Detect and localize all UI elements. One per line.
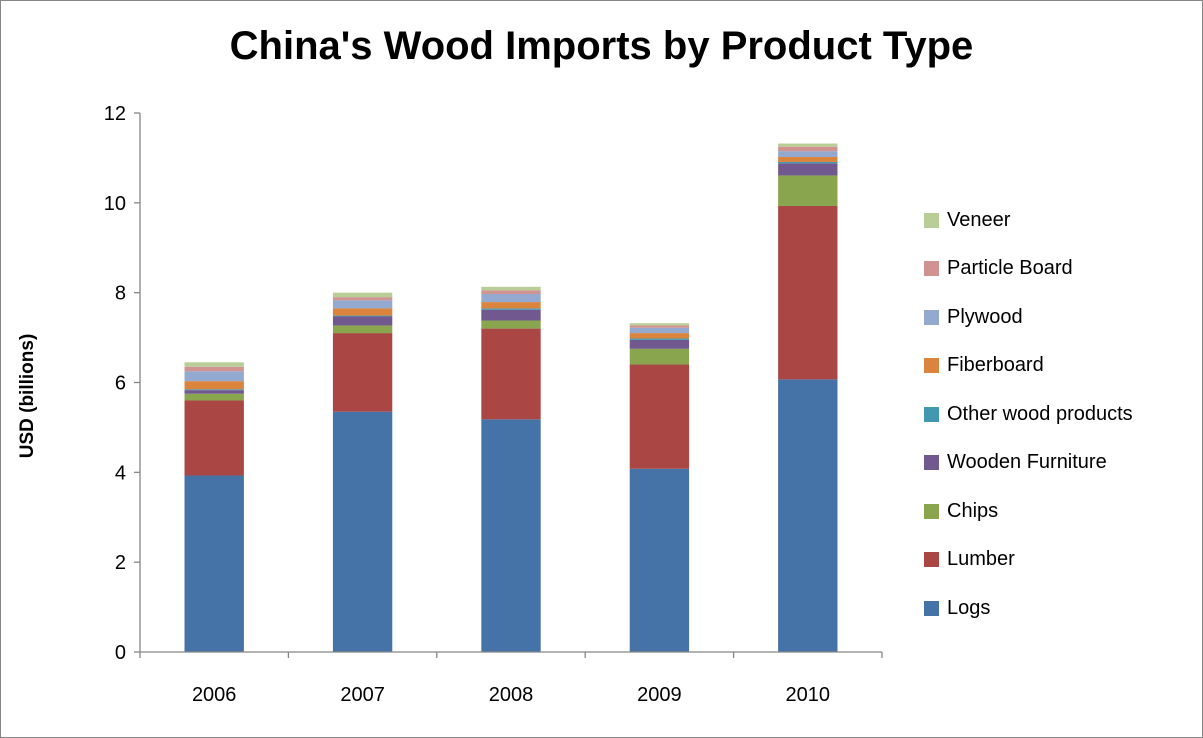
bar-segment-wooden-furniture-2008 [481,309,541,321]
bar-segment-fiberboard-2006 [184,381,244,390]
x-tick-label: 2007 [340,684,385,706]
bar-segment-fiberboard-2009 [629,333,690,339]
bar-segment-logs-2009 [629,468,690,652]
bar-stacks [184,143,838,652]
chart-legend: Veneer Particle Board Plywood Fiberboard Oth… [924,196,1133,633]
legend-item: Lumber [924,536,1133,585]
legend-item: Plywood [924,293,1133,342]
legend-item: Chips [924,487,1133,536]
legend-label: Plywood [947,305,1023,328]
bar-segment-plywood-2008 [481,294,541,303]
bar-segment-veneer-2010 [778,143,838,147]
legend-item: Particle Board [924,245,1133,294]
y-tick-label: 0 [115,642,126,664]
bar-segment-chips-2007 [332,325,393,334]
bar-segment-particle-board-2006 [184,366,244,372]
bar-segment-fiberboard-2008 [481,302,541,309]
legend-swatch [924,261,939,277]
y-tick-label: 2 [115,552,126,574]
bar-segment-other-wood-products-2010 [778,161,838,164]
bar-segment-wooden-furniture-2007 [332,316,393,326]
legend-item: Veneer [924,196,1133,245]
bar-segment-particle-board-2008 [481,290,541,295]
bar-segment-lumber-2008 [481,328,541,420]
legend-swatch [924,600,939,616]
legend-item: Wooden Furniture [924,439,1133,488]
y-tick-label: 10 [104,193,126,215]
bar-segment-wooden-furniture-2006 [184,390,244,394]
legend-item: Logs [924,584,1133,633]
bar-segment-wooden-furniture-2009 [629,339,690,349]
bar-segment-plywood-2009 [629,327,690,334]
y-axis-ticks: 0 2 4 6 8 10 12 [104,103,140,664]
bar-segment-other-wood-products-2007 [332,315,393,317]
bar-segment-plywood-2010 [778,151,838,158]
x-axis-ticks: 2006 2007 2008 2009 2010 [139,652,883,706]
bar-segment-lumber-2007 [332,333,393,412]
bar-segment-plywood-2006 [184,371,244,382]
chart-title: China's Wood Imports by Product Type [229,24,974,68]
bar-segment-veneer-2007 [332,292,393,298]
legend-swatch [924,503,939,519]
bar-segment-logs-2010 [778,379,838,652]
bar-segment-logs-2008 [481,419,541,652]
bar-segment-veneer-2008 [481,286,541,291]
legend-label: Other wood products [947,402,1133,425]
bar-segment-logs-2006 [184,475,244,652]
bar-segment-lumber-2009 [629,364,690,469]
bar-segment-chips-2008 [481,320,541,329]
bar-segment-chips-2009 [629,348,690,365]
bar-segment-plywood-2007 [332,300,393,309]
bar-segment-other-wood-products-2009 [629,338,690,340]
legend-item: Other wood products [924,390,1133,439]
bar-segment-other-wood-products-2008 [481,308,541,310]
x-tick-label: 2008 [489,684,534,706]
legend-swatch [924,552,939,568]
bar-segment-lumber-2006 [184,400,244,476]
legend-item: Fiberboard [924,342,1133,391]
legend-swatch [924,358,939,374]
legend-swatch [924,455,939,471]
legend-label: Veneer [947,208,1011,231]
x-tick-label: 2009 [637,684,682,706]
bar-segment-wooden-furniture-2010 [778,163,838,176]
bar-segment-veneer-2006 [184,362,244,367]
legend-label: Chips [947,499,999,522]
legend-label: Logs [947,596,991,619]
legend-label: Particle Board [947,257,1073,280]
y-tick-label: 4 [115,462,126,484]
legend-swatch [924,309,939,325]
bar-segment-other-wood-products-2006 [184,389,244,391]
bar-segment-logs-2007 [332,411,393,652]
bar-segment-chips-2010 [778,175,838,206]
legend-label: Fiberboard [947,354,1044,377]
legend-swatch [924,212,939,228]
legend-swatch [924,406,939,422]
bar-segment-particle-board-2010 [778,146,838,152]
bar-segment-particle-board-2007 [332,297,393,301]
bar-segment-particle-board-2009 [629,325,690,328]
bar-segment-lumber-2010 [778,205,838,380]
legend-label: Lumber [947,548,1015,571]
bar-segment-chips-2006 [184,393,244,401]
bar-segment-fiberboard-2007 [332,308,393,316]
legend-label: Wooden Furniture [947,451,1107,474]
y-tick-label: 8 [115,283,126,305]
bar-segment-veneer-2009 [629,323,690,326]
x-tick-label: 2010 [786,684,831,706]
y-tick-label: 12 [104,103,126,125]
x-tick-label: 2006 [192,684,237,706]
y-tick-label: 6 [115,373,126,395]
bar-segment-fiberboard-2010 [778,157,838,162]
